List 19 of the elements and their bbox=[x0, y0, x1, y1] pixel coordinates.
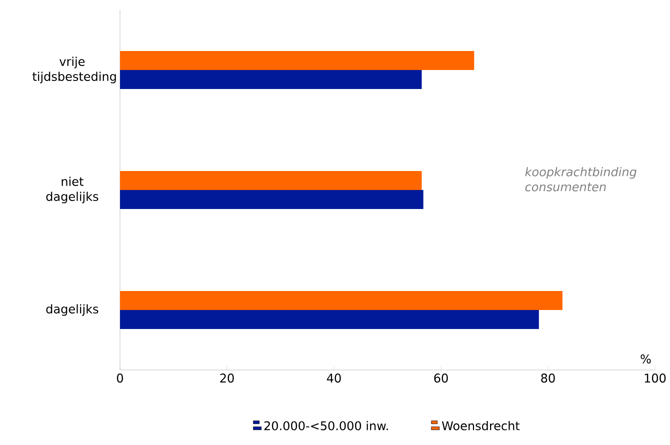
x-tick-label: 0 bbox=[116, 374, 124, 383]
x-tick-label: 100 bbox=[644, 374, 666, 383]
x-tick-label: 20 bbox=[220, 374, 234, 383]
y-tick-label: niet dagelijks bbox=[46, 176, 98, 204]
x-tick-label: 80 bbox=[541, 374, 555, 383]
bar bbox=[120, 310, 539, 330]
x-tick-label: 60 bbox=[434, 374, 448, 383]
legend-label: Woensdrecht bbox=[442, 421, 520, 430]
annotation: koopkrachtbinding consumenten bbox=[525, 167, 636, 192]
x-axis-title: % bbox=[640, 354, 651, 364]
bar bbox=[120, 291, 562, 310]
legend-label: 20.000-<50.000 inw. bbox=[264, 421, 388, 430]
bar bbox=[120, 171, 422, 190]
bar bbox=[120, 70, 422, 90]
bar bbox=[120, 51, 474, 70]
y-tick-label: dagelijks bbox=[46, 304, 98, 316]
y-tick-label: vrije tijdsbesteding bbox=[32, 56, 116, 84]
x-tick-label: 40 bbox=[326, 374, 341, 383]
bar bbox=[120, 190, 424, 210]
